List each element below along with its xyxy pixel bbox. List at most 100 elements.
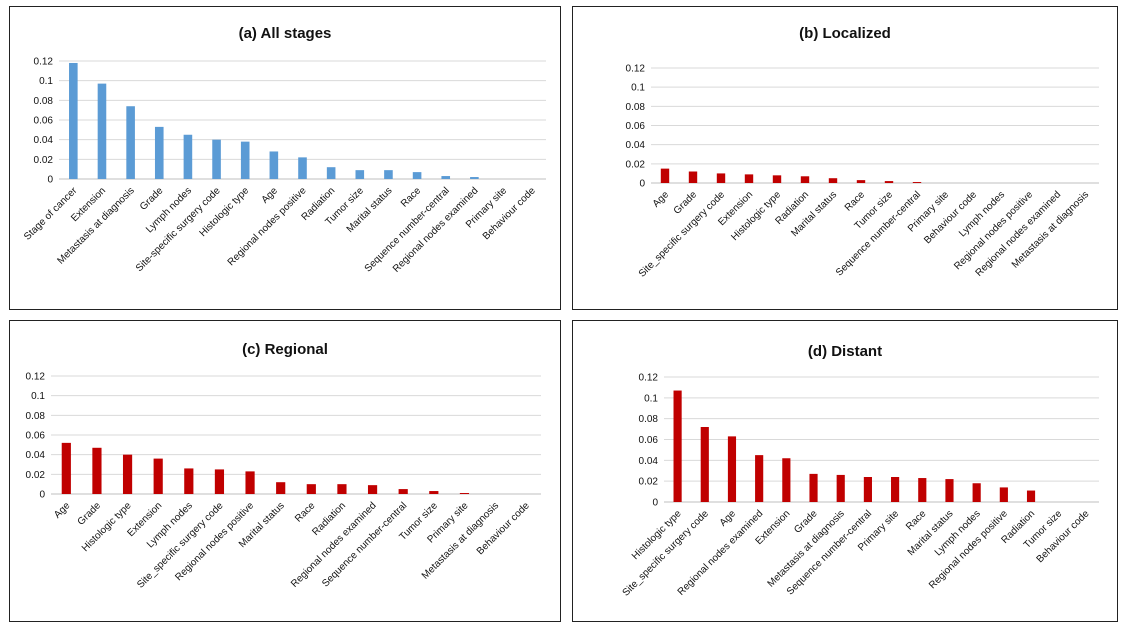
bar (412, 172, 422, 179)
bar (183, 134, 193, 179)
y-tick-label: 0.06 (639, 435, 659, 446)
y-tick-label: 0.1 (31, 391, 45, 402)
y-tick-label: 0.02 (26, 470, 46, 481)
y-tick-label: 0.04 (34, 135, 54, 146)
y-tick-label: 0.04 (26, 450, 46, 461)
bar (836, 474, 845, 502)
y-tick-label: 0.08 (34, 96, 54, 107)
bar (429, 491, 439, 494)
x-tick-label: Histologic type (198, 185, 252, 239)
y-tick-label: 0.08 (26, 411, 46, 422)
bar (999, 487, 1008, 502)
x-tick-label: Behaviour code (475, 500, 532, 557)
bar (298, 157, 307, 179)
bar (459, 493, 470, 494)
y-tick-label: 0.08 (639, 414, 659, 425)
y-tick-label: 0 (39, 490, 45, 501)
bar (326, 167, 336, 179)
y-tick-label: 0.02 (626, 159, 646, 170)
y-tick-label: 0.1 (39, 76, 53, 87)
chart-panel-all-stages: (a) All stages 0 0.02 0.04 0.06 0.08 0.1 0.12 St… (9, 6, 561, 310)
chart-panel-localized: (b) Localized 0 0.02 0.04 0.06 0.08 0.1 0.12 Age… (572, 6, 1118, 310)
bar (755, 455, 764, 502)
bar (828, 178, 838, 183)
x-tick-label: Age (52, 500, 73, 521)
bar (884, 181, 894, 183)
bar (355, 170, 365, 179)
y-tick-label: 0.06 (626, 121, 646, 132)
bar (809, 473, 818, 502)
bar (384, 170, 393, 179)
bar (918, 478, 927, 502)
bar (945, 479, 954, 502)
bar (782, 458, 791, 502)
bar (470, 177, 479, 179)
chart-panel-distant: (d) Distant 0 0.02 0.04 0.06 0.08 0.1 0.12 Histo… (572, 320, 1118, 622)
bar (912, 182, 922, 183)
y-tick-label: 0 (639, 179, 645, 190)
y-tick-label: 0.12 (26, 372, 46, 383)
bar (122, 454, 133, 494)
bar (1026, 490, 1036, 502)
bar (214, 469, 225, 494)
y-tick-label: 0.1 (631, 83, 645, 94)
bar (716, 173, 726, 183)
y-tick-label: 0.1 (644, 393, 658, 404)
bar (306, 484, 316, 494)
bar (688, 171, 698, 183)
y-tick-label: 0.04 (626, 140, 646, 151)
x-tick-label: Race (904, 508, 929, 533)
chart-svg: (d) Distant00.020.040.060.080.10.12Histo… (621, 343, 1099, 599)
x-tick-label: Age (260, 185, 281, 206)
bar (240, 141, 250, 179)
bar (154, 126, 164, 179)
bar (800, 176, 810, 183)
bar (69, 62, 78, 179)
bar (972, 483, 981, 502)
bar (153, 458, 163, 494)
y-tick-label: 0 (47, 175, 53, 186)
chart-svg: (a) All stages00.020.040.060.080.10.12St… (22, 25, 546, 275)
bar (772, 175, 782, 183)
x-tick-label: Race (293, 500, 318, 525)
y-tick-label: 0.02 (34, 155, 54, 166)
bar (97, 83, 107, 179)
x-tick-label: Race (399, 185, 424, 210)
bar (337, 484, 347, 494)
bar (276, 482, 286, 494)
y-tick-label: 0.12 (34, 57, 54, 68)
bar (891, 477, 900, 502)
bar (441, 176, 451, 179)
y-tick-label: 0.06 (34, 116, 54, 127)
bar (700, 427, 709, 502)
chart-title: (c) Regional (242, 341, 328, 358)
bar (184, 468, 194, 494)
bar (212, 139, 221, 179)
x-tick-label: Grade (138, 185, 166, 213)
bar (126, 106, 135, 179)
y-tick-label: 0.08 (626, 102, 646, 113)
y-tick-label: 0.12 (626, 64, 646, 75)
x-tick-label: Age (718, 508, 739, 529)
y-tick-label: 0.04 (639, 456, 659, 467)
bar (660, 168, 670, 183)
bar (398, 489, 408, 494)
y-tick-label: 0.12 (639, 373, 659, 384)
x-tick-label: Race (843, 189, 868, 214)
bar (367, 485, 378, 494)
chart-panel-regional: (c) Regional 0 0.02 0.04 0.06 0.08 0.1 0.12 Age G… (9, 320, 561, 622)
x-tick-label: Grade (76, 500, 104, 528)
bar (245, 471, 255, 494)
chart-svg: (b) Localized 0 0.02 0.04 0.06 0.08 0.1 0.12 Age… (626, 25, 1099, 280)
x-tick-label: Age (651, 189, 672, 210)
bar (744, 174, 754, 183)
chart-title: (b) Localized (799, 25, 891, 42)
y-tick-label: 0.02 (639, 477, 659, 488)
chart-title: (a) All stages (239, 25, 332, 42)
x-tick-label: Behaviour code (481, 185, 538, 242)
bar (856, 180, 866, 183)
bar (863, 477, 872, 502)
y-tick-label: 0 (652, 498, 658, 509)
bar (673, 390, 682, 502)
bar (727, 436, 737, 502)
